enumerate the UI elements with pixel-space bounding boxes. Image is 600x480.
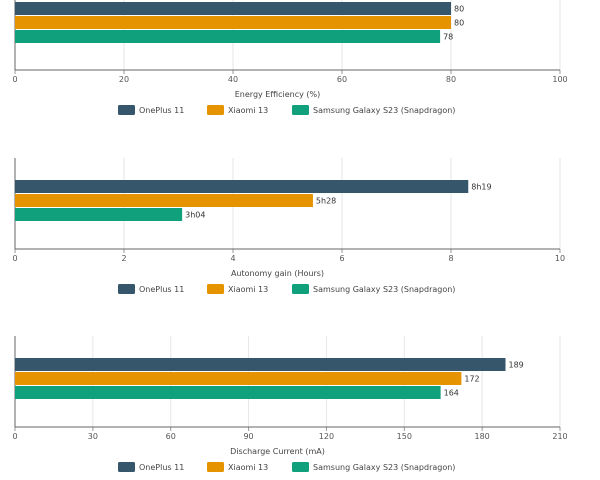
tick-label: 20 — [119, 75, 129, 84]
x-axis-title: Autonomy gain (Hours) — [231, 269, 324, 278]
tick-label: 0 — [12, 432, 17, 441]
legend-label: Xiaomi 13 — [228, 285, 268, 294]
legend-label: OnePlus 11 — [139, 285, 184, 294]
x-axis-title: Discharge Current (mA) — [230, 447, 325, 456]
bar-2 — [15, 208, 183, 221]
tick-label: 40 — [228, 75, 238, 84]
bar-0 — [15, 180, 469, 193]
tick-label: 100 — [552, 75, 567, 84]
data-label: 3h04 — [185, 211, 205, 220]
tick-label: 90 — [243, 432, 253, 441]
bar-2 — [15, 386, 441, 399]
legend-swatch — [118, 462, 135, 472]
legend-swatch — [207, 105, 224, 115]
legend-swatch — [207, 284, 224, 294]
autonomy-gain-chart: 0 2 4 6 8 10 8h19 5h28 3h04 Autonomy gain (Hours)… — [12, 158, 565, 294]
legend-swatch — [292, 284, 309, 294]
legend-label: Samsung Galaxy S23 (Snapdragon) — [313, 463, 455, 472]
tick-label: 0 — [12, 254, 17, 263]
legend-label: Samsung Galaxy S23 (Snapdragon) — [313, 285, 455, 294]
legend-swatch — [292, 105, 309, 115]
x-axis-title: Energy Efficiency (%) — [235, 90, 320, 99]
data-label: 5h28 — [316, 197, 336, 206]
tick-label: 10 — [555, 254, 565, 263]
data-label: 80 — [454, 19, 464, 28]
tick-label: 6 — [339, 254, 344, 263]
bar-1 — [15, 372, 462, 385]
legend-swatch — [118, 105, 135, 115]
tick-label: 60 — [166, 432, 176, 441]
data-label: 8h19 — [471, 183, 491, 192]
bar-2 — [15, 30, 441, 43]
data-label: 189 — [509, 361, 524, 370]
data-label: 80 — [454, 5, 464, 14]
tick-label: 150 — [397, 432, 412, 441]
legend-label: OnePlus 11 — [139, 463, 184, 472]
tick-label: 8 — [448, 254, 453, 263]
bar-0 — [15, 358, 506, 371]
tick-label: 2 — [121, 254, 126, 263]
tick-label: 210 — [552, 432, 567, 441]
tick-label: 4 — [230, 254, 235, 263]
tick-label: 60 — [337, 75, 347, 84]
bar-0 — [15, 2, 451, 15]
tick-label: 180 — [475, 432, 490, 441]
bar-1 — [15, 194, 313, 207]
data-label: 78 — [443, 33, 453, 42]
legend-label: Samsung Galaxy S23 (Snapdragon) — [313, 106, 455, 115]
tick-label: 80 — [446, 75, 456, 84]
data-label: 172 — [464, 375, 479, 384]
legend-swatch — [292, 462, 309, 472]
legend-label: Xiaomi 13 — [228, 106, 268, 115]
legend-label: OnePlus 11 — [139, 106, 184, 115]
bar-1 — [15, 16, 451, 29]
legend-label: Xiaomi 13 — [228, 463, 268, 472]
legend-swatch — [118, 284, 135, 294]
tick-label: 0 — [12, 75, 17, 84]
discharge-current-chart: 0 30 60 90 120 150 180 210 189 172 164 Discharge Cu… — [12, 336, 568, 472]
tick-label: 30 — [88, 432, 98, 441]
legend-swatch — [207, 462, 224, 472]
tick-label: 120 — [319, 432, 334, 441]
data-label: 164 — [444, 389, 459, 398]
